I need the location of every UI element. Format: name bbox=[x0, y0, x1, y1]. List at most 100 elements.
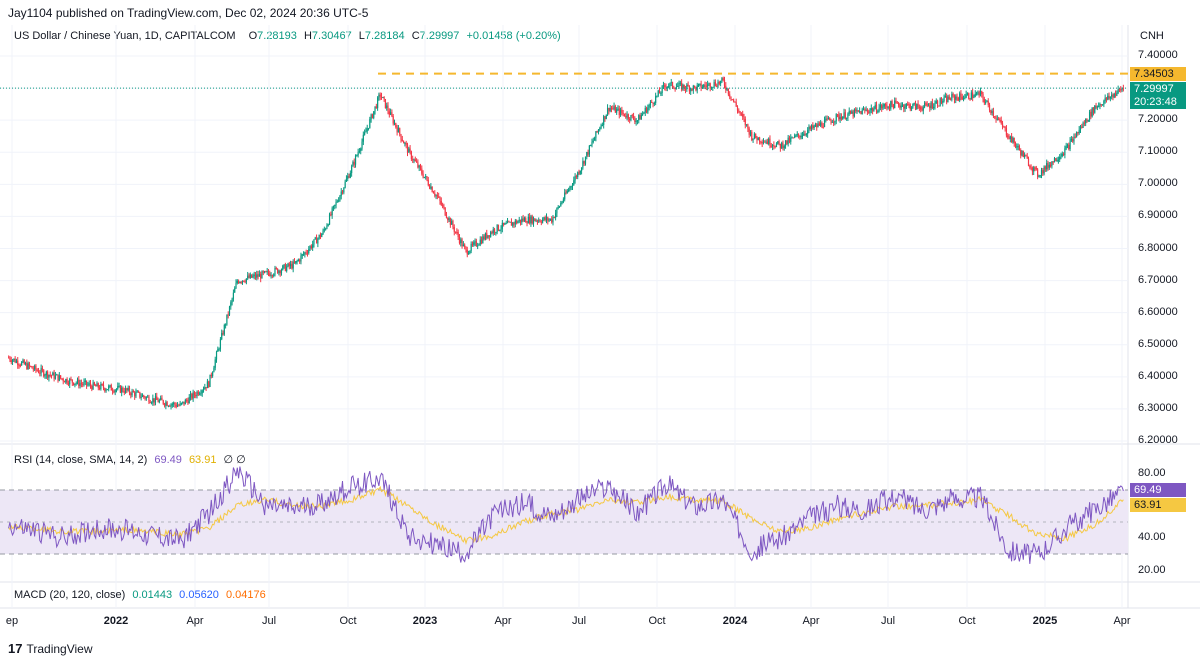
candle bbox=[370, 114, 372, 120]
candle bbox=[705, 85, 707, 87]
candle bbox=[613, 106, 615, 110]
candle bbox=[230, 302, 232, 307]
candle bbox=[985, 101, 987, 103]
candle bbox=[605, 114, 607, 120]
candle bbox=[910, 107, 913, 110]
candle bbox=[248, 275, 250, 278]
candle bbox=[279, 270, 281, 274]
candle bbox=[236, 280, 238, 284]
candle bbox=[37, 370, 40, 373]
candle bbox=[920, 107, 922, 110]
candle bbox=[269, 273, 271, 276]
candle bbox=[487, 235, 489, 239]
candle bbox=[508, 221, 510, 223]
candle bbox=[547, 217, 549, 221]
candle bbox=[100, 384, 102, 390]
candle bbox=[1081, 126, 1083, 128]
candle bbox=[158, 400, 160, 403]
resistance-badge: 7.34503 bbox=[1130, 67, 1186, 81]
candle bbox=[678, 83, 680, 86]
candle bbox=[408, 148, 410, 153]
candle bbox=[846, 117, 848, 119]
candle bbox=[108, 386, 110, 390]
time-axis-label: 2025 bbox=[1032, 615, 1058, 627]
candle bbox=[599, 128, 601, 130]
price-axis-label: 6.60000 bbox=[1138, 305, 1178, 318]
candle bbox=[986, 101, 988, 103]
candle bbox=[28, 363, 31, 367]
candle bbox=[842, 116, 844, 120]
candle bbox=[365, 131, 367, 133]
candle bbox=[912, 104, 914, 108]
candle bbox=[26, 363, 28, 369]
candle bbox=[1094, 105, 1096, 113]
candle bbox=[95, 385, 97, 387]
candle bbox=[869, 110, 871, 113]
candle bbox=[742, 113, 744, 117]
candle bbox=[755, 133, 757, 138]
candle bbox=[444, 207, 446, 216]
candle bbox=[725, 85, 727, 90]
candle bbox=[555, 213, 557, 218]
candle bbox=[448, 218, 450, 221]
candle bbox=[681, 82, 683, 90]
candle bbox=[877, 111, 879, 113]
candle bbox=[467, 253, 470, 255]
rsi-visibility-icons[interactable]: ∅ ∅ bbox=[223, 454, 246, 466]
candle bbox=[609, 108, 611, 111]
candle bbox=[118, 385, 120, 387]
candle bbox=[686, 84, 688, 90]
candle bbox=[97, 383, 99, 388]
candle bbox=[323, 229, 325, 231]
candle bbox=[992, 111, 995, 117]
candle bbox=[209, 374, 211, 387]
candle bbox=[384, 99, 387, 109]
candle bbox=[866, 109, 869, 112]
candle bbox=[196, 391, 198, 396]
candle bbox=[944, 96, 946, 98]
candle bbox=[425, 176, 427, 178]
candle bbox=[1113, 93, 1115, 98]
candle bbox=[23, 360, 25, 365]
candle bbox=[558, 206, 561, 208]
candle bbox=[1040, 170, 1043, 176]
candle bbox=[250, 274, 253, 278]
candle bbox=[549, 218, 552, 220]
candle bbox=[14, 358, 16, 363]
candle bbox=[349, 173, 351, 178]
candle bbox=[348, 176, 350, 178]
candle bbox=[78, 379, 80, 386]
candle bbox=[1116, 92, 1118, 96]
candle bbox=[148, 396, 150, 403]
candle bbox=[484, 233, 487, 240]
candle bbox=[175, 404, 177, 407]
candle bbox=[539, 220, 541, 222]
candle bbox=[1092, 107, 1095, 113]
candle bbox=[587, 152, 589, 155]
candle bbox=[891, 101, 893, 105]
candle bbox=[395, 123, 397, 128]
candle bbox=[19, 365, 21, 367]
candle bbox=[36, 369, 38, 371]
candle bbox=[708, 83, 710, 85]
candle bbox=[452, 221, 454, 228]
macd-value-1: 0.01443 bbox=[132, 589, 173, 601]
candle bbox=[834, 120, 836, 123]
candle bbox=[761, 142, 763, 144]
candle bbox=[914, 103, 917, 110]
candle bbox=[1073, 136, 1075, 142]
candle bbox=[152, 398, 154, 403]
candle bbox=[87, 384, 89, 386]
candle bbox=[575, 176, 577, 178]
time-axis-label: Apr bbox=[802, 615, 820, 627]
candle bbox=[98, 387, 101, 390]
candle bbox=[732, 99, 735, 102]
tradingview-logo[interactable]: 17 TradingView bbox=[8, 641, 93, 656]
candle bbox=[939, 98, 941, 106]
candle bbox=[788, 137, 791, 142]
candle bbox=[287, 263, 289, 267]
candle bbox=[145, 397, 147, 399]
candle bbox=[1011, 136, 1013, 143]
time-axis-label: Jul bbox=[261, 615, 277, 627]
